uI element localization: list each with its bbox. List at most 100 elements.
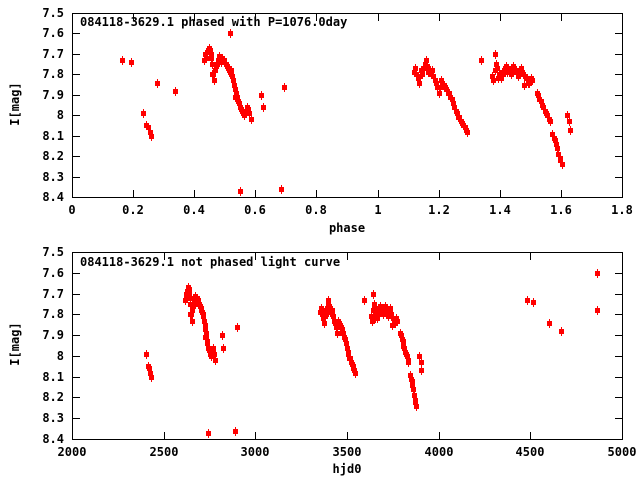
data-point [327,304,332,309]
data-point [499,76,504,81]
x-tick-label: 0 [68,203,76,217]
data-point [496,76,501,81]
data-point [490,74,495,79]
y-tick-mark [615,252,622,253]
data-point [450,97,455,102]
y-tick-label: 7.7 [42,287,64,301]
x-tick-mark [194,14,195,21]
data-point [149,375,154,380]
data-point [352,368,357,373]
data-point [353,371,358,376]
data-point [238,189,243,194]
x-tick-label: 1.4 [489,203,511,217]
data-point [417,354,422,359]
data-point [344,341,349,346]
x-tick-label: 0.8 [305,203,327,217]
y-tick-label: 7.6 [42,26,64,40]
y-tick-label: 7.9 [42,88,64,102]
data-point [568,128,573,133]
data-point [505,70,510,75]
data-point [201,314,206,319]
data-point [346,352,351,357]
data-point [493,52,498,57]
data-point [144,352,149,357]
y-tick-mark [73,273,80,274]
data-point [211,72,216,77]
x-tick-mark [255,432,256,439]
data-point [514,70,519,75]
data-point [213,358,218,363]
y-tick-mark [615,74,622,75]
data-point [208,48,213,53]
x-tick-mark [622,190,623,197]
data-point [205,341,210,346]
x-tick-mark [378,190,379,197]
data-point [233,87,238,92]
data-point [595,271,600,276]
y-tick-label: 8.2 [42,390,64,404]
x-tick-label: 5000 [607,445,637,459]
data-point [211,348,216,353]
data-point [413,400,418,405]
data-point [438,85,443,90]
y-tick-mark [615,95,622,96]
data-point [536,93,541,98]
data-point [189,312,194,317]
y-tick-mark [73,136,80,137]
x-tick-mark [133,14,134,21]
data-point [232,83,237,88]
data-point [231,78,236,83]
data-point [381,312,386,317]
y-tick-mark [73,252,80,253]
data-point [405,354,410,359]
data-point [410,383,415,388]
data-point [406,360,411,365]
data-point [282,85,287,90]
y-tick-mark [73,54,80,55]
data-point [522,83,527,88]
x-tick-label: 2000 [57,445,87,459]
data-point [233,429,238,434]
y-tick-mark [73,314,80,315]
y-tick-mark [73,33,80,34]
data-point [414,404,419,409]
y-tick-label: 8 [56,108,64,122]
data-point [431,74,436,79]
plot-border-left [72,13,73,198]
x-tick-mark [194,190,195,197]
y-tick-mark [615,377,622,378]
data-point [249,117,254,122]
x-tick-label: 1.6 [550,203,572,217]
y-tick-label: 7.5 [42,245,64,259]
x-tick-mark [622,253,623,260]
y-tick-mark [73,95,80,96]
y-tick-mark [615,356,622,357]
data-point [425,64,430,69]
x-tick-mark [133,190,134,197]
data-point [141,111,146,116]
data-point [319,306,324,311]
data-point [148,130,153,135]
y-tick-mark [73,335,80,336]
y-tick-mark [615,294,622,295]
plot-border-top [72,13,623,14]
phased-x-axis-label: phase [328,221,366,235]
y-tick-mark [73,74,80,75]
data-point [548,119,553,124]
x-tick-mark [561,14,562,21]
x-tick-mark [378,14,379,21]
data-point [521,72,526,77]
data-point [204,335,209,340]
y-tick-label: 7.9 [42,328,64,342]
data-point [261,105,266,110]
plot-border-right [622,13,623,198]
y-tick-mark [73,439,80,440]
data-point [369,314,374,319]
data-point [494,62,499,67]
y-tick-mark [615,273,622,274]
data-point [399,333,404,338]
y-tick-mark [615,177,622,178]
y-tick-label: 8.1 [42,370,64,384]
x-tick-mark [255,190,256,197]
y-tick-mark [73,397,80,398]
